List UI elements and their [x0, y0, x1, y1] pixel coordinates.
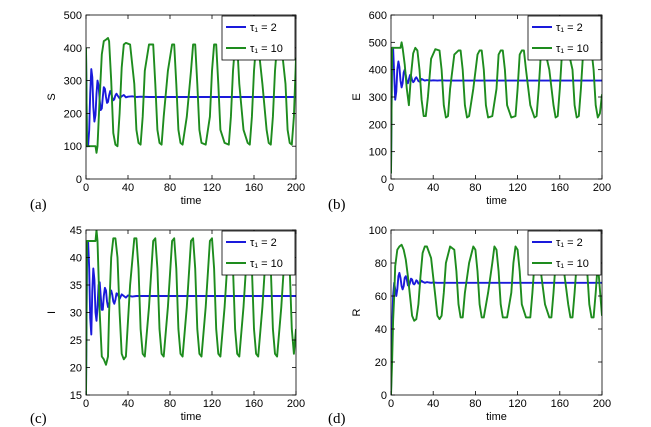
- axes-frame: [390, 229, 603, 396]
- x-tick-label: 160: [245, 182, 263, 194]
- x-tick-label: 0: [388, 398, 394, 410]
- panel-label: (c): [30, 411, 47, 427]
- x-tick-label: 0: [83, 182, 89, 194]
- x-tick-label: 0: [388, 182, 394, 194]
- x-tick-label: 200: [593, 398, 611, 410]
- series-line-tau-2: [391, 46, 602, 174]
- y-tick-label: 100: [369, 147, 387, 159]
- y-tick-label: 15: [70, 390, 82, 402]
- y-axis-label: E: [351, 93, 363, 100]
- x-tick-label: 200: [287, 182, 305, 194]
- legend: τ₁ = 2 τ₁ = 10: [221, 15, 296, 61]
- x-tick-label: 120: [508, 398, 526, 410]
- x-axis-label: time: [181, 411, 202, 423]
- x-tick-label: 160: [551, 398, 569, 410]
- legend-entry-tau-2: τ₁ = 2: [556, 237, 583, 249]
- x-tick-label: 40: [427, 182, 439, 194]
- legend-box: [221, 230, 296, 276]
- panel-label: (a): [30, 197, 47, 213]
- chart-panel-b: 0 40 80 120 160 200 0 100 200 300 400 500 600 time E (b…: [328, 10, 611, 213]
- legend-entry-tau-10: τ₁ = 10: [250, 43, 283, 55]
- y-tick-label: 40: [375, 324, 387, 336]
- x-tick-label: 120: [203, 182, 221, 194]
- axes-frame: [85, 14, 297, 180]
- legend-box: [527, 230, 602, 276]
- y-tick-label: 300: [369, 92, 387, 104]
- legend-entry-tau-10: τ₁ = 10: [250, 258, 283, 270]
- legend-entry-tau-10: τ₁ = 10: [556, 43, 589, 55]
- y-tick-label: 500: [64, 10, 82, 22]
- y-tick-label: 500: [369, 37, 387, 49]
- legend: τ₁ = 2 τ₁ = 10: [527, 230, 602, 276]
- y-tick-label: 400: [369, 65, 387, 77]
- x-tick-label: 200: [287, 398, 305, 410]
- y-tick-label: 25: [70, 335, 82, 347]
- y-tick-label: 600: [369, 10, 387, 22]
- x-tick-label: 0: [83, 398, 89, 410]
- legend-entry-tau-10: τ₁ = 10: [556, 258, 589, 270]
- legend-box: [527, 15, 602, 61]
- y-tick-label: 80: [375, 258, 387, 270]
- y-tick-label: 300: [64, 76, 82, 88]
- y-tick-label: 200: [369, 119, 387, 131]
- x-tick-label: 80: [164, 182, 176, 194]
- series-line-tau-2: [391, 271, 602, 395]
- legend-entry-tau-2: τ₁ = 2: [250, 22, 277, 34]
- y-tick-label: 0: [76, 174, 82, 186]
- x-tick-label: 40: [122, 182, 134, 194]
- series-line-tau-2: [86, 47, 296, 148]
- y-tick-label: 60: [375, 291, 387, 303]
- chart-panel-c: 0 40 80 120 160 200 15 20 25 30 35 40 45 time I (c) τ₁ =…: [30, 225, 305, 427]
- series-line-tau-10: [391, 41, 602, 174]
- x-axis-label: time: [181, 195, 202, 207]
- x-tick-label: 80: [469, 398, 481, 410]
- x-tick-label: 160: [551, 182, 569, 194]
- y-tick-label: 200: [64, 108, 82, 120]
- chart-panel-a: 0 40 80 120 160 200 0 100 200 300 400 500 time S (a) τ₁…: [30, 10, 305, 213]
- legend-entry-tau-2: τ₁ = 2: [250, 237, 277, 249]
- panel-label: (d): [328, 411, 346, 427]
- y-tick-label: 0: [381, 174, 387, 186]
- y-tick-label: 0: [381, 390, 387, 402]
- y-tick-label: 400: [64, 43, 82, 55]
- x-tick-label: 40: [427, 398, 439, 410]
- x-tick-label: 80: [469, 182, 481, 194]
- y-axis-label: R: [351, 308, 363, 316]
- y-tick-label: 100: [369, 225, 387, 237]
- legend: τ₁ = 2 τ₁ = 10: [221, 230, 296, 276]
- panel-label: (b): [328, 197, 346, 213]
- y-tick-label: 35: [70, 280, 82, 292]
- y-tick-label: 20: [375, 357, 387, 369]
- y-tick-label: 20: [70, 363, 82, 375]
- x-tick-label: 120: [508, 182, 526, 194]
- x-tick-label: 160: [245, 398, 263, 410]
- legend-box: [221, 15, 296, 61]
- chart-panel-d: 0 40 80 120 160 200 0 20 40 60 80 100 time R (d) τ₁ = 2…: [328, 225, 611, 427]
- x-tick-label: 120: [203, 398, 221, 410]
- x-axis-label: time: [486, 411, 507, 423]
- legend: τ₁ = 2 τ₁ = 10: [527, 15, 602, 61]
- x-tick-label: 200: [593, 182, 611, 194]
- y-axis-label: S: [46, 93, 58, 100]
- series-line-tau-10: [86, 230, 296, 395]
- x-tick-label: 40: [122, 398, 134, 410]
- y-tick-label: 45: [70, 225, 82, 237]
- y-tick-label: 100: [64, 141, 82, 153]
- y-axis-label: I: [46, 311, 58, 314]
- legend-entry-tau-2: τ₁ = 2: [556, 22, 583, 34]
- y-tick-label: 40: [70, 253, 82, 265]
- x-tick-label: 80: [164, 398, 176, 410]
- x-axis-label: time: [486, 195, 507, 207]
- y-tick-label: 30: [70, 308, 82, 320]
- series-line-tau-10: [391, 243, 602, 395]
